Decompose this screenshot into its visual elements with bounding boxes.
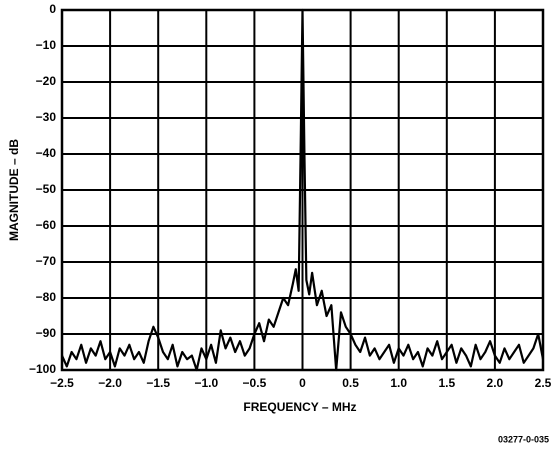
x-tick-label: −2.0: [98, 376, 122, 390]
spectrum-line: [60, 8, 545, 372]
x-tick-label: −0.5: [243, 376, 267, 390]
y-tick-label: −90: [36, 326, 57, 340]
y-axis-label: MAGNITUDE – dB: [7, 139, 21, 241]
y-tick-label: −60: [36, 218, 57, 232]
y-tick-label: −50: [36, 182, 57, 196]
x-tick-label: 2.0: [487, 376, 504, 390]
x-tick-label: 0.5: [342, 376, 359, 390]
y-tick-label: −30: [36, 110, 57, 124]
x-tick-label: 1.5: [438, 376, 455, 390]
x-tick-label: 2.5: [535, 376, 552, 390]
y-tick-label: −10: [36, 38, 57, 52]
y-tick-label: 0: [49, 2, 56, 16]
x-tick-label: 0: [299, 376, 306, 390]
x-axis-label: FREQUENCY – MHz: [243, 400, 356, 414]
y-tick-label: −70: [36, 254, 57, 268]
y-tick-label: −100: [29, 362, 56, 376]
x-tick-label: −1.5: [146, 376, 170, 390]
x-tick-label: −1.0: [194, 376, 218, 390]
x-tick-label: 1.0: [390, 376, 407, 390]
figure-code: 03277-0-035: [498, 434, 549, 444]
x-tick-label: −2.5: [50, 376, 74, 390]
y-tick-label: −20: [36, 74, 57, 88]
y-tick-label: −40: [36, 146, 57, 160]
y-tick-label: −80: [36, 290, 57, 304]
